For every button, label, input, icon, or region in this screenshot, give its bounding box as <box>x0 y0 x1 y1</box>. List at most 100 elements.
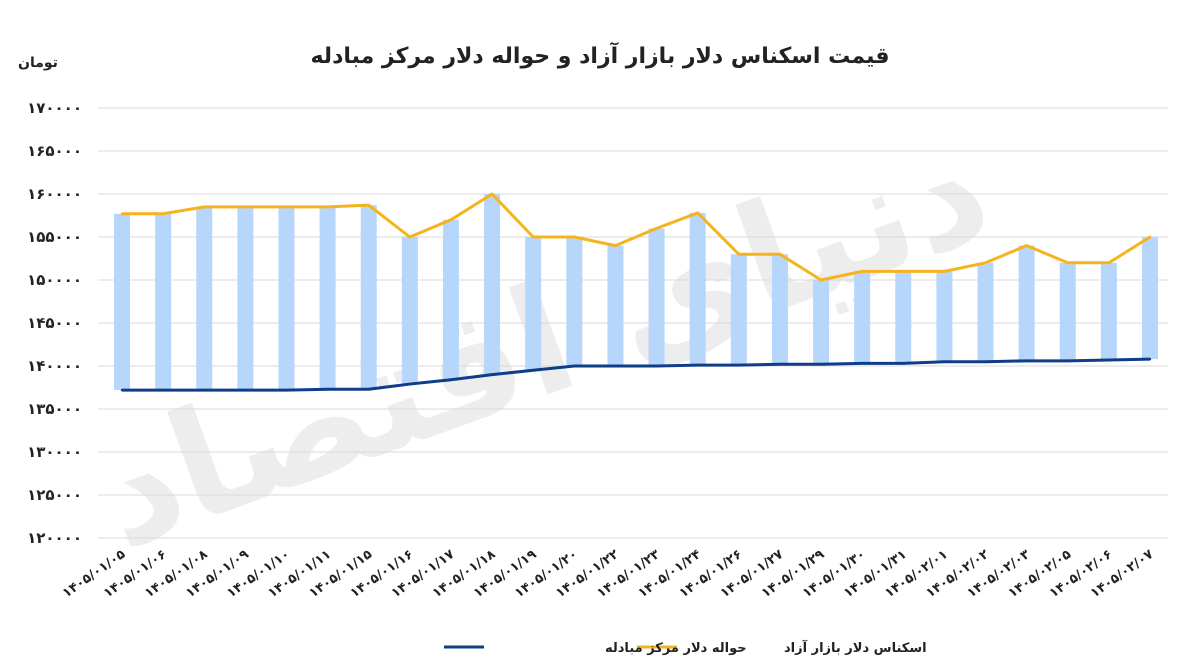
point-exchange-center <box>860 362 864 365</box>
range-bar <box>854 271 871 364</box>
range-bar <box>936 271 953 362</box>
range-bar <box>114 213 130 391</box>
range-bar <box>895 271 912 364</box>
range-bar <box>977 262 994 362</box>
range-bar <box>525 237 542 371</box>
point-free-market <box>943 270 946 273</box>
gridlines <box>98 107 1168 539</box>
legend-label-exchange-center: حواله دلار مرکز مبادله <box>605 641 747 656</box>
point-exchange-center <box>778 363 782 366</box>
point-free-market <box>203 205 206 209</box>
point-free-market <box>819 278 823 282</box>
y-tick-label: ۱۵۰۰۰۰ <box>27 271 82 289</box>
y-tick-label: ۱۶۰۰۰۰ <box>27 185 82 203</box>
point-exchange-center <box>285 388 288 392</box>
range-bar <box>1059 262 1076 361</box>
legend: اسکناس دلار بازار آزاد حواله دلار مرکز م… <box>444 639 927 656</box>
point-free-market <box>244 205 247 209</box>
y-tick-label: ۱۲۵۰۰۰ <box>27 486 82 504</box>
point-free-market <box>860 270 864 273</box>
range-bar <box>196 206 213 391</box>
point-free-market <box>696 211 699 215</box>
point-free-market <box>655 227 658 230</box>
point-exchange-center <box>490 373 494 376</box>
y-tick-label: ۱۴۰۰۰۰ <box>27 357 82 375</box>
range-bar <box>1142 237 1158 360</box>
point-exchange-center <box>161 388 165 392</box>
y-tick-label: ۱۷۰۰۰۰ <box>27 99 82 117</box>
point-exchange-center <box>120 388 124 392</box>
point-exchange-center <box>655 364 658 368</box>
point-free-market <box>778 253 782 256</box>
point-free-market <box>902 270 905 273</box>
point-exchange-center <box>244 388 247 392</box>
y-tick-label: ۱۲۰۰۰۰ <box>27 529 82 547</box>
point-exchange-center <box>737 363 740 367</box>
legend-item-exchange-center: حواله دلار مرکز مبادله <box>444 641 747 656</box>
point-free-market <box>1148 235 1152 239</box>
range-bar <box>607 245 624 366</box>
range-bar <box>401 237 418 385</box>
point-exchange-center <box>819 363 823 366</box>
legend-item-free-market: اسکناس دلار بازار آزاد <box>637 639 927 656</box>
range-bar <box>813 280 830 365</box>
point-exchange-center <box>326 388 329 391</box>
series-line-free-market <box>122 192 1151 282</box>
y-axis-unit: تومان <box>18 55 58 71</box>
point-exchange-center <box>1148 357 1152 361</box>
point-free-market <box>614 244 617 247</box>
point-free-market <box>326 205 329 209</box>
y-tick-label: ۱۵۵۰۰۰ <box>27 228 82 246</box>
range-bar <box>771 254 788 365</box>
point-exchange-center <box>902 362 905 365</box>
point-exchange-center <box>943 360 946 363</box>
range-bar <box>360 205 377 390</box>
point-exchange-center <box>449 378 453 381</box>
point-free-market <box>285 205 288 209</box>
y-tick-label: ۱۴۵۰۰۰ <box>27 314 82 332</box>
range-bar <box>278 206 295 391</box>
point-free-market <box>737 253 740 256</box>
point-exchange-center <box>203 388 206 392</box>
range-bar <box>730 254 747 366</box>
point-exchange-center <box>1066 359 1069 363</box>
point-free-market <box>573 235 576 239</box>
range-bar <box>484 194 501 375</box>
legend-label-free-market: اسکناس دلار بازار آزاد <box>784 639 927 656</box>
point-exchange-center <box>408 382 412 386</box>
range-bar <box>319 206 336 390</box>
point-exchange-center <box>1107 358 1111 362</box>
point-free-market <box>1025 244 1028 247</box>
point-free-market <box>408 235 412 239</box>
range-bar <box>566 237 583 366</box>
range-bar <box>1018 245 1035 361</box>
point-exchange-center <box>367 388 370 391</box>
series-lines <box>120 192 1152 392</box>
point-free-market <box>984 261 987 264</box>
point-free-market <box>367 203 370 207</box>
point-free-market <box>490 192 494 196</box>
point-free-market <box>120 212 124 215</box>
point-exchange-center <box>696 363 699 367</box>
y-tick-label: ۱۳۰۰۰۰ <box>27 443 82 461</box>
point-exchange-center <box>532 369 535 372</box>
point-exchange-center <box>984 360 987 363</box>
point-free-market <box>1107 261 1111 264</box>
range-bar <box>689 212 706 366</box>
range-bar <box>155 213 172 391</box>
y-tick-label: ۱۶۵۰۰۰ <box>27 142 82 160</box>
range-bar <box>237 206 254 391</box>
y-tick-label: ۱۳۵۰۰۰ <box>27 400 82 418</box>
chart-title: قیمت اسکناس دلار بازار آزاد و حواله دلار… <box>310 41 889 69</box>
range-bar <box>442 219 459 380</box>
range-bars <box>114 194 1158 391</box>
range-bar <box>1100 262 1117 360</box>
point-free-market <box>532 235 535 239</box>
point-exchange-center <box>573 364 576 368</box>
point-exchange-center <box>614 364 617 368</box>
y-axis-ticks: ۱۲۰۰۰۰ ۱۲۵۰۰۰ ۱۳۰۰۰۰ ۱۳۵۰۰۰ ۱۴۰۰۰۰ ۱۴۵۰۰۰ ۱۵۰۰… <box>27 99 82 547</box>
series-line-exchange-center <box>122 357 1151 392</box>
point-free-market <box>1066 261 1069 264</box>
point-free-market <box>161 212 165 215</box>
